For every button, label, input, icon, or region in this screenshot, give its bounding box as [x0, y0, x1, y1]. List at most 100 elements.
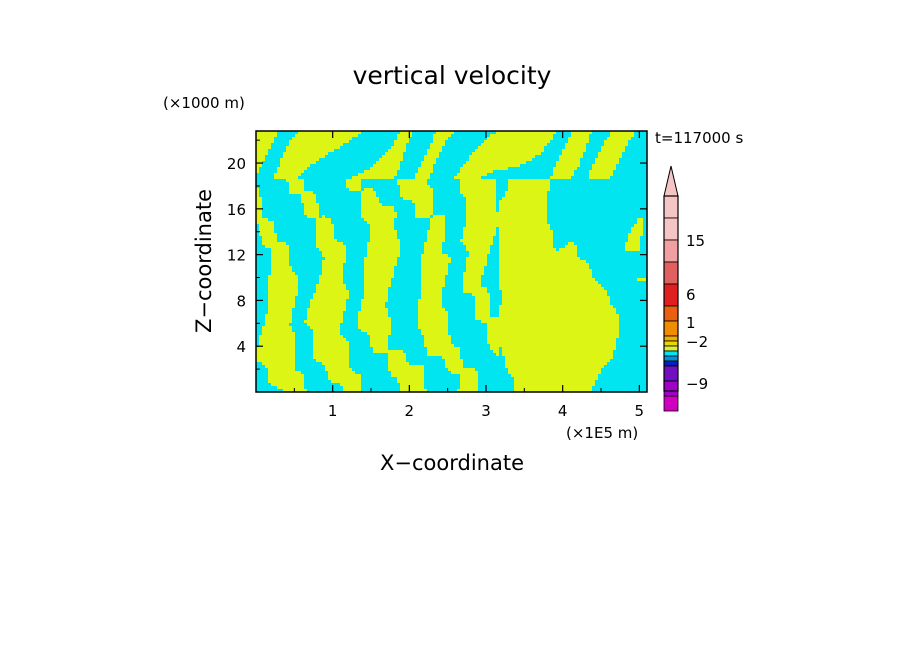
updraft-region — [502, 290, 607, 293]
updraft-region — [475, 308, 490, 311]
updraft-region — [499, 209, 547, 212]
updraft-region — [361, 194, 376, 197]
updraft-region — [361, 209, 394, 212]
updraft-region — [427, 230, 445, 233]
x-tick-label: 2 — [405, 402, 415, 420]
updraft-region — [460, 167, 508, 170]
colorbar-frame — [663, 195, 679, 392]
updraft-region — [289, 188, 304, 191]
updraft-region — [430, 224, 445, 227]
updraft-region — [418, 299, 442, 302]
updraft-region — [328, 377, 361, 380]
updraft-region — [316, 236, 334, 239]
updraft-region — [550, 176, 571, 179]
updraft-region — [313, 341, 349, 344]
updraft-region — [412, 200, 433, 203]
updraft-region — [466, 206, 496, 209]
updraft-region — [499, 272, 592, 275]
updraft-region — [421, 263, 448, 266]
updraft-region — [499, 266, 589, 269]
updraft-region — [361, 203, 382, 206]
updraft-region — [271, 263, 289, 266]
colorbar-swatch — [663, 355, 679, 362]
updraft-region — [397, 179, 427, 182]
updraft-region — [268, 281, 298, 284]
updraft-region — [262, 236, 277, 239]
updraft-region — [466, 224, 550, 227]
updraft-region — [265, 317, 292, 320]
updraft-region — [316, 284, 346, 287]
updraft-region — [268, 380, 304, 383]
updraft-region — [268, 290, 298, 293]
updraft-region — [400, 389, 427, 392]
updraft-region — [568, 140, 589, 143]
updraft-region — [463, 281, 481, 284]
updraft-region — [364, 266, 394, 269]
updraft-region — [427, 239, 445, 242]
updraft-region — [496, 353, 499, 356]
updraft-region — [466, 263, 487, 266]
updraft-region — [268, 287, 298, 290]
updraft-region — [460, 386, 478, 389]
updraft-region — [466, 221, 547, 224]
updraft-region — [367, 332, 391, 335]
updraft-region — [316, 359, 349, 362]
updraft-region — [262, 239, 277, 242]
updraft-region — [466, 209, 496, 212]
colorbar-label: −2 — [686, 333, 708, 351]
updraft-region — [514, 383, 595, 386]
updraft-region — [505, 359, 610, 362]
updraft-region — [379, 158, 403, 161]
updraft-region — [316, 227, 334, 230]
updraft-region — [571, 131, 592, 134]
colorbar: 15 6 1−2 −9 — [663, 165, 708, 412]
updraft-region — [271, 257, 289, 260]
updraft-region — [424, 344, 454, 347]
updraft-region — [388, 356, 406, 359]
updraft-region — [625, 248, 640, 251]
colorbar-swatch — [663, 350, 679, 357]
updraft-region — [370, 227, 394, 230]
updraft-region — [433, 140, 445, 143]
updraft-region — [490, 134, 553, 137]
updraft-region — [280, 161, 316, 164]
updraft-region — [256, 194, 259, 197]
updraft-region — [319, 248, 346, 251]
updraft-region — [268, 377, 304, 380]
updraft-region — [418, 314, 448, 317]
updraft-region — [271, 266, 292, 269]
updraft-region — [433, 134, 451, 137]
updraft-region — [286, 179, 304, 182]
updraft-region — [322, 362, 349, 365]
updraft-region — [400, 386, 424, 389]
updraft-region — [283, 389, 307, 392]
y-tick-label: 20 — [227, 155, 246, 173]
updraft-region — [370, 239, 400, 242]
updraft-region — [268, 284, 298, 287]
updraft-region — [424, 341, 451, 344]
colorbar-label: −9 — [686, 375, 708, 393]
colorbar-swatch — [663, 360, 679, 367]
updraft-region — [460, 188, 496, 191]
updraft-region — [283, 152, 328, 155]
updraft-region — [502, 197, 547, 200]
updraft-region — [316, 221, 331, 224]
x-unit-label: (×1E5 m) — [566, 424, 638, 442]
updraft-region — [313, 335, 343, 338]
updraft-region — [475, 302, 490, 305]
updraft-region — [463, 164, 520, 167]
updraft-region — [460, 179, 496, 182]
updraft-region — [421, 329, 448, 332]
updraft-region — [268, 278, 298, 281]
updraft-region — [607, 137, 631, 140]
updraft-region — [430, 143, 445, 146]
updraft-region — [502, 347, 616, 350]
updraft-region — [421, 164, 433, 167]
updraft-region — [325, 257, 346, 260]
updraft-region — [313, 293, 349, 296]
updraft-region — [316, 242, 343, 245]
updraft-region — [310, 299, 346, 302]
updraft-region — [322, 254, 346, 257]
updraft-region — [400, 194, 433, 197]
updraft-region — [262, 326, 292, 329]
